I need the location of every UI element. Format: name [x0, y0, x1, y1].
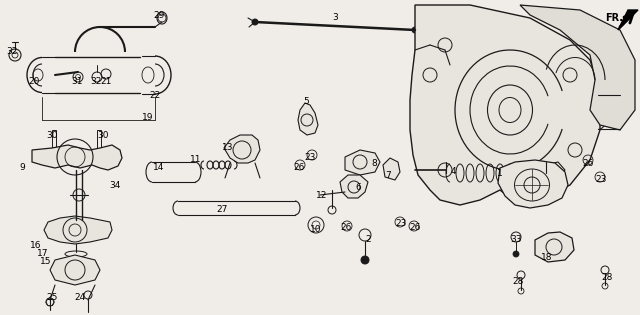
- Text: 24: 24: [74, 294, 86, 302]
- Text: 30: 30: [97, 131, 109, 140]
- Polygon shape: [340, 175, 368, 198]
- Text: 15: 15: [40, 257, 52, 266]
- Text: 23: 23: [304, 153, 316, 163]
- Text: 18: 18: [541, 254, 553, 262]
- Text: 11: 11: [190, 156, 202, 164]
- Polygon shape: [520, 5, 635, 130]
- Text: 16: 16: [30, 240, 42, 249]
- Text: 1: 1: [497, 169, 503, 177]
- Text: 26: 26: [293, 163, 305, 173]
- Polygon shape: [32, 145, 122, 170]
- Text: 12: 12: [316, 192, 328, 201]
- Circle shape: [252, 19, 258, 25]
- Polygon shape: [345, 150, 380, 175]
- Text: 31: 31: [71, 77, 83, 87]
- Text: 29: 29: [154, 10, 164, 20]
- Text: 23: 23: [396, 219, 406, 227]
- Polygon shape: [535, 232, 574, 262]
- Text: 28: 28: [512, 278, 524, 287]
- Text: 3: 3: [332, 14, 338, 22]
- Text: 2: 2: [365, 236, 371, 244]
- Text: FR.: FR.: [605, 13, 623, 23]
- Text: 4: 4: [450, 168, 456, 176]
- Text: 32: 32: [90, 77, 102, 87]
- Text: 23: 23: [595, 175, 607, 185]
- Text: 26: 26: [410, 224, 420, 232]
- Text: 34: 34: [109, 180, 121, 190]
- Polygon shape: [498, 160, 568, 208]
- Text: 9: 9: [19, 163, 25, 173]
- Polygon shape: [50, 255, 100, 285]
- Text: 26: 26: [340, 224, 352, 232]
- Text: 13: 13: [222, 144, 234, 152]
- Text: 27: 27: [216, 205, 228, 215]
- Circle shape: [412, 27, 418, 33]
- Polygon shape: [546, 162, 565, 178]
- Polygon shape: [224, 135, 260, 163]
- Text: 5: 5: [303, 98, 309, 106]
- Text: 7: 7: [385, 170, 391, 180]
- Text: 22: 22: [149, 90, 161, 100]
- Text: 26: 26: [582, 158, 594, 168]
- Polygon shape: [44, 216, 112, 244]
- Text: 28: 28: [602, 273, 612, 283]
- Text: 17: 17: [37, 249, 49, 259]
- Circle shape: [513, 251, 519, 257]
- Text: 8: 8: [371, 158, 377, 168]
- Circle shape: [361, 256, 369, 264]
- Text: 20: 20: [28, 77, 40, 87]
- Text: 19: 19: [142, 113, 154, 123]
- Text: 33: 33: [510, 236, 522, 244]
- Text: 6: 6: [355, 184, 361, 192]
- Polygon shape: [410, 5, 600, 205]
- Text: 10: 10: [310, 225, 322, 233]
- Polygon shape: [298, 103, 318, 135]
- Polygon shape: [383, 158, 400, 180]
- Text: 14: 14: [154, 163, 164, 173]
- Text: 25: 25: [46, 294, 58, 302]
- Text: 32: 32: [6, 48, 18, 56]
- Polygon shape: [618, 10, 638, 30]
- Text: 21: 21: [100, 77, 112, 87]
- Text: 30: 30: [46, 131, 58, 140]
